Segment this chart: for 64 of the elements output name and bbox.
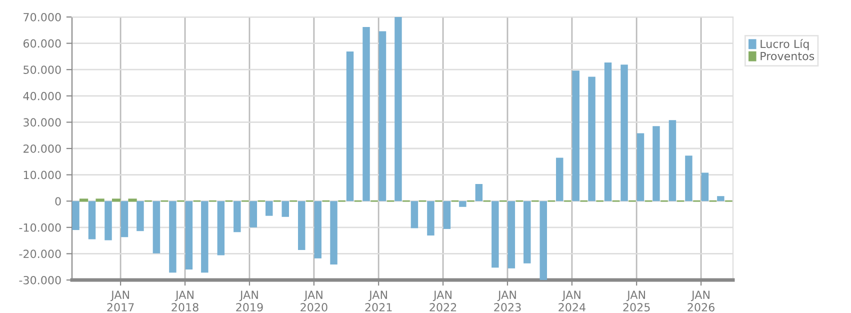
bar: [169, 201, 176, 273]
x-tick-label: JAN 2018: [172, 290, 198, 312]
bar: [410, 201, 418, 228]
bar: [250, 201, 258, 228]
bar: [72, 201, 80, 230]
bar: [717, 196, 724, 202]
bar: [443, 201, 451, 229]
bar: [120, 201, 128, 238]
bar: [492, 201, 499, 268]
bar: [427, 201, 434, 236]
bar: [588, 76, 596, 202]
bar: [152, 201, 160, 254]
bar: [540, 201, 547, 280]
bar: [620, 64, 628, 202]
bar: [685, 156, 692, 202]
bar: [217, 201, 225, 256]
y-tick-label: 20.000: [24, 144, 61, 153]
x-tick-label: JAN 2022: [430, 290, 456, 312]
bar: [330, 201, 338, 264]
x-tick-label: JAN 2026: [688, 290, 714, 312]
bar: [394, 17, 402, 202]
y-tick-label: -10.000: [19, 223, 61, 232]
bar: [604, 62, 612, 202]
bar: [282, 201, 289, 217]
y-tick-label: 50.000: [24, 66, 61, 74]
y-tick-label: 70.000: [24, 12, 61, 22]
bar: [572, 70, 580, 202]
x-tick-label: JAN 2025: [623, 290, 650, 312]
y-tick-label: -30.000: [19, 276, 61, 284]
bar: [234, 201, 241, 232]
y-tick-label: 0: [55, 197, 61, 206]
y-tick-label: 10.000: [24, 170, 61, 180]
bar: [701, 172, 709, 202]
bar: [459, 201, 466, 207]
bar: [314, 201, 322, 258]
bar: [475, 184, 483, 202]
x-tick-label: JAN 2023: [494, 290, 521, 312]
bar: [668, 120, 676, 202]
bar: [556, 158, 564, 202]
bar: [378, 31, 386, 202]
y-tick-label: 30.000: [24, 118, 61, 127]
bar: [346, 51, 354, 202]
x-tick-label: JAN 2020: [300, 290, 328, 312]
legend-label: Proventos: [760, 52, 814, 60]
bar: [524, 201, 531, 264]
x-tick-label: JAN 2024: [558, 290, 586, 312]
y-tick-label: 60.000: [23, 39, 61, 48]
bar: [88, 201, 96, 240]
bar: [508, 201, 516, 268]
bar: [636, 133, 644, 202]
bar: [201, 201, 208, 273]
x-tick-label: JAN 2021: [365, 290, 392, 312]
legend-label: Lucro Líq: [760, 39, 809, 50]
bar: [104, 201, 112, 240]
y-tick-label: -20.000: [19, 250, 61, 258]
x-tick-label: JAN 2017: [107, 290, 134, 312]
bar: [298, 201, 306, 250]
x-tick-label: JAN 2019: [236, 290, 263, 312]
bar: [652, 126, 660, 202]
bar: [362, 26, 370, 202]
bar: [266, 201, 273, 216]
bar: [185, 201, 193, 270]
bar: [136, 201, 144, 232]
y-tick-label: 40.000: [23, 92, 61, 100]
